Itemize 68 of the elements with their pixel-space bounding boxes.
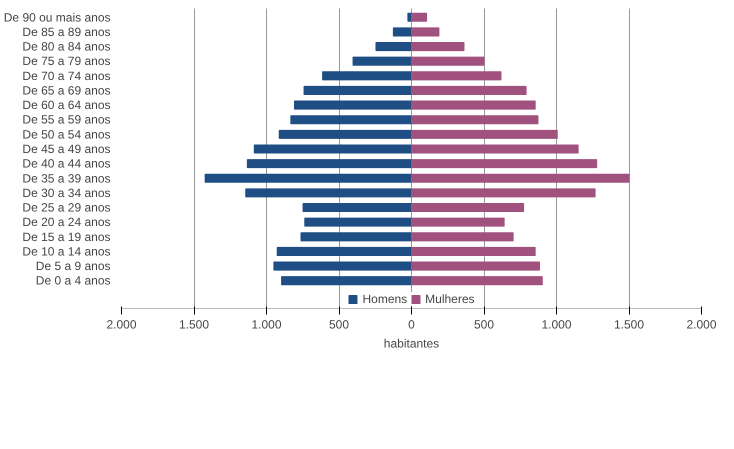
y-tick-label: De 60 a 64 anos bbox=[22, 98, 111, 112]
bar bbox=[204, 174, 412, 183]
y-tick-label: De 65 a 69 anos bbox=[22, 83, 111, 98]
bar bbox=[411, 262, 540, 271]
bar bbox=[411, 27, 440, 36]
x-tick-label: 1.500 bbox=[614, 318, 644, 332]
x-tick-label: 500 bbox=[328, 318, 350, 332]
bar bbox=[411, 86, 527, 95]
bar bbox=[411, 12, 428, 22]
y-tick-label: De 75 a 79 anos bbox=[22, 54, 111, 68]
bar bbox=[411, 159, 598, 168]
x-tick-label: 2.000 bbox=[686, 318, 717, 332]
bar bbox=[278, 130, 412, 139]
bar bbox=[411, 42, 464, 52]
y-tick-label: De 50 a 54 anos bbox=[22, 127, 111, 142]
bar bbox=[411, 246, 536, 256]
bar bbox=[276, 246, 412, 256]
x-tick-label: 500 bbox=[474, 318, 494, 332]
bar bbox=[290, 115, 412, 124]
bar bbox=[411, 174, 630, 183]
bar bbox=[411, 56, 484, 66]
y-tick-label: De 30 a 34 anos bbox=[22, 186, 111, 200]
x-tick-label: 1.000 bbox=[251, 318, 282, 332]
bar bbox=[411, 144, 579, 154]
bar bbox=[322, 71, 412, 80]
bar bbox=[411, 276, 543, 286]
y-tick-label: De 10 a 14 anos bbox=[22, 244, 111, 258]
bar bbox=[245, 188, 412, 198]
y-tick-label: De 15 a 19 anos bbox=[22, 230, 111, 244]
bar bbox=[273, 262, 412, 271]
x-tick-label: 2.000 bbox=[106, 318, 137, 332]
y-tick-label: De 35 a 39 anos bbox=[22, 171, 111, 186]
legend-label: Mulheres bbox=[425, 292, 475, 306]
bar bbox=[411, 218, 505, 227]
x-axis-title: habitantes bbox=[384, 336, 440, 350]
legend-label: Homens bbox=[362, 292, 408, 306]
y-tick-label: De 25 a 29 anos bbox=[22, 200, 111, 215]
bar bbox=[246, 159, 412, 168]
x-tick-label: 1.000 bbox=[541, 318, 572, 332]
bar bbox=[375, 42, 412, 52]
bar bbox=[411, 100, 536, 110]
bar bbox=[352, 56, 412, 66]
bar bbox=[281, 276, 412, 286]
bar bbox=[304, 86, 412, 95]
bar bbox=[411, 115, 538, 124]
y-tick-label: De 40 a 44 anos bbox=[22, 156, 111, 171]
bar bbox=[411, 71, 502, 80]
bar bbox=[411, 203, 524, 212]
x-tick-label: 1.500 bbox=[178, 318, 210, 332]
bar bbox=[304, 218, 412, 227]
x-tick-label: 0 bbox=[408, 318, 416, 332]
bar bbox=[300, 232, 412, 242]
bar bbox=[294, 100, 412, 110]
bar bbox=[302, 203, 412, 212]
y-tick-label: De 5 a 9 anos bbox=[36, 259, 110, 274]
y-tick-label: De 0 a 4 anos bbox=[36, 274, 110, 288]
y-tick-label: De 20 a 24 anos bbox=[22, 215, 111, 230]
y-tick-label: De 80 a 84 anos bbox=[22, 40, 111, 54]
bar bbox=[411, 232, 514, 242]
y-tick-label: De 85 a 89 anos bbox=[22, 24, 111, 39]
y-tick-label: De 55 a 59 anos bbox=[22, 112, 111, 127]
bar bbox=[411, 130, 558, 139]
y-tick-label: De 45 a 49 anos bbox=[22, 142, 111, 156]
y-tick-label: De 70 a 74 anos bbox=[22, 68, 111, 83]
bar bbox=[392, 27, 412, 36]
y-tick-label: De 90 ou mais anos bbox=[4, 10, 111, 24]
bar bbox=[254, 144, 412, 154]
bar bbox=[411, 188, 596, 198]
